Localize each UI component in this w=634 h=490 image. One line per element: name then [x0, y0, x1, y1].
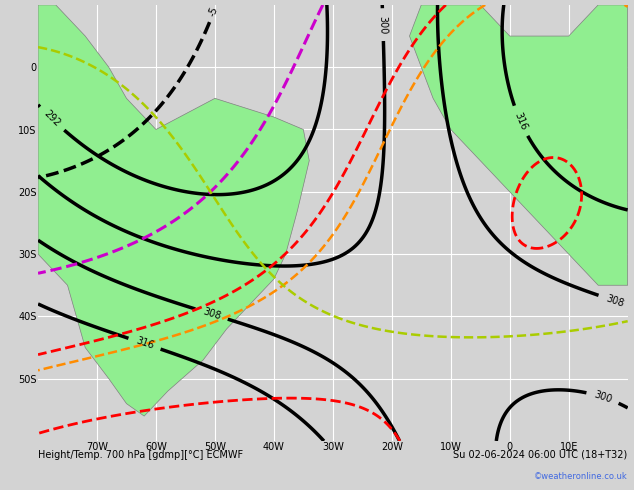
- Text: 300: 300: [378, 15, 388, 34]
- Polygon shape: [38, 5, 309, 416]
- Text: ©weatheronline.co.uk: ©weatheronline.co.uk: [534, 472, 628, 482]
- Text: Su 02-06-2024 06:00 UTC (18+T32): Su 02-06-2024 06:00 UTC (18+T32): [453, 450, 628, 460]
- Text: 308: 308: [201, 306, 222, 321]
- Text: 300: 300: [593, 390, 613, 405]
- Text: 308: 308: [604, 293, 625, 309]
- Text: -5: -5: [207, 5, 220, 18]
- Polygon shape: [410, 5, 628, 285]
- Text: 316: 316: [512, 111, 529, 131]
- Text: 292: 292: [42, 109, 62, 129]
- Text: Height/Temp. 700 hPa [gdmp][°C] ECMWF: Height/Temp. 700 hPa [gdmp][°C] ECMWF: [38, 450, 243, 460]
- Text: 316: 316: [134, 336, 155, 351]
